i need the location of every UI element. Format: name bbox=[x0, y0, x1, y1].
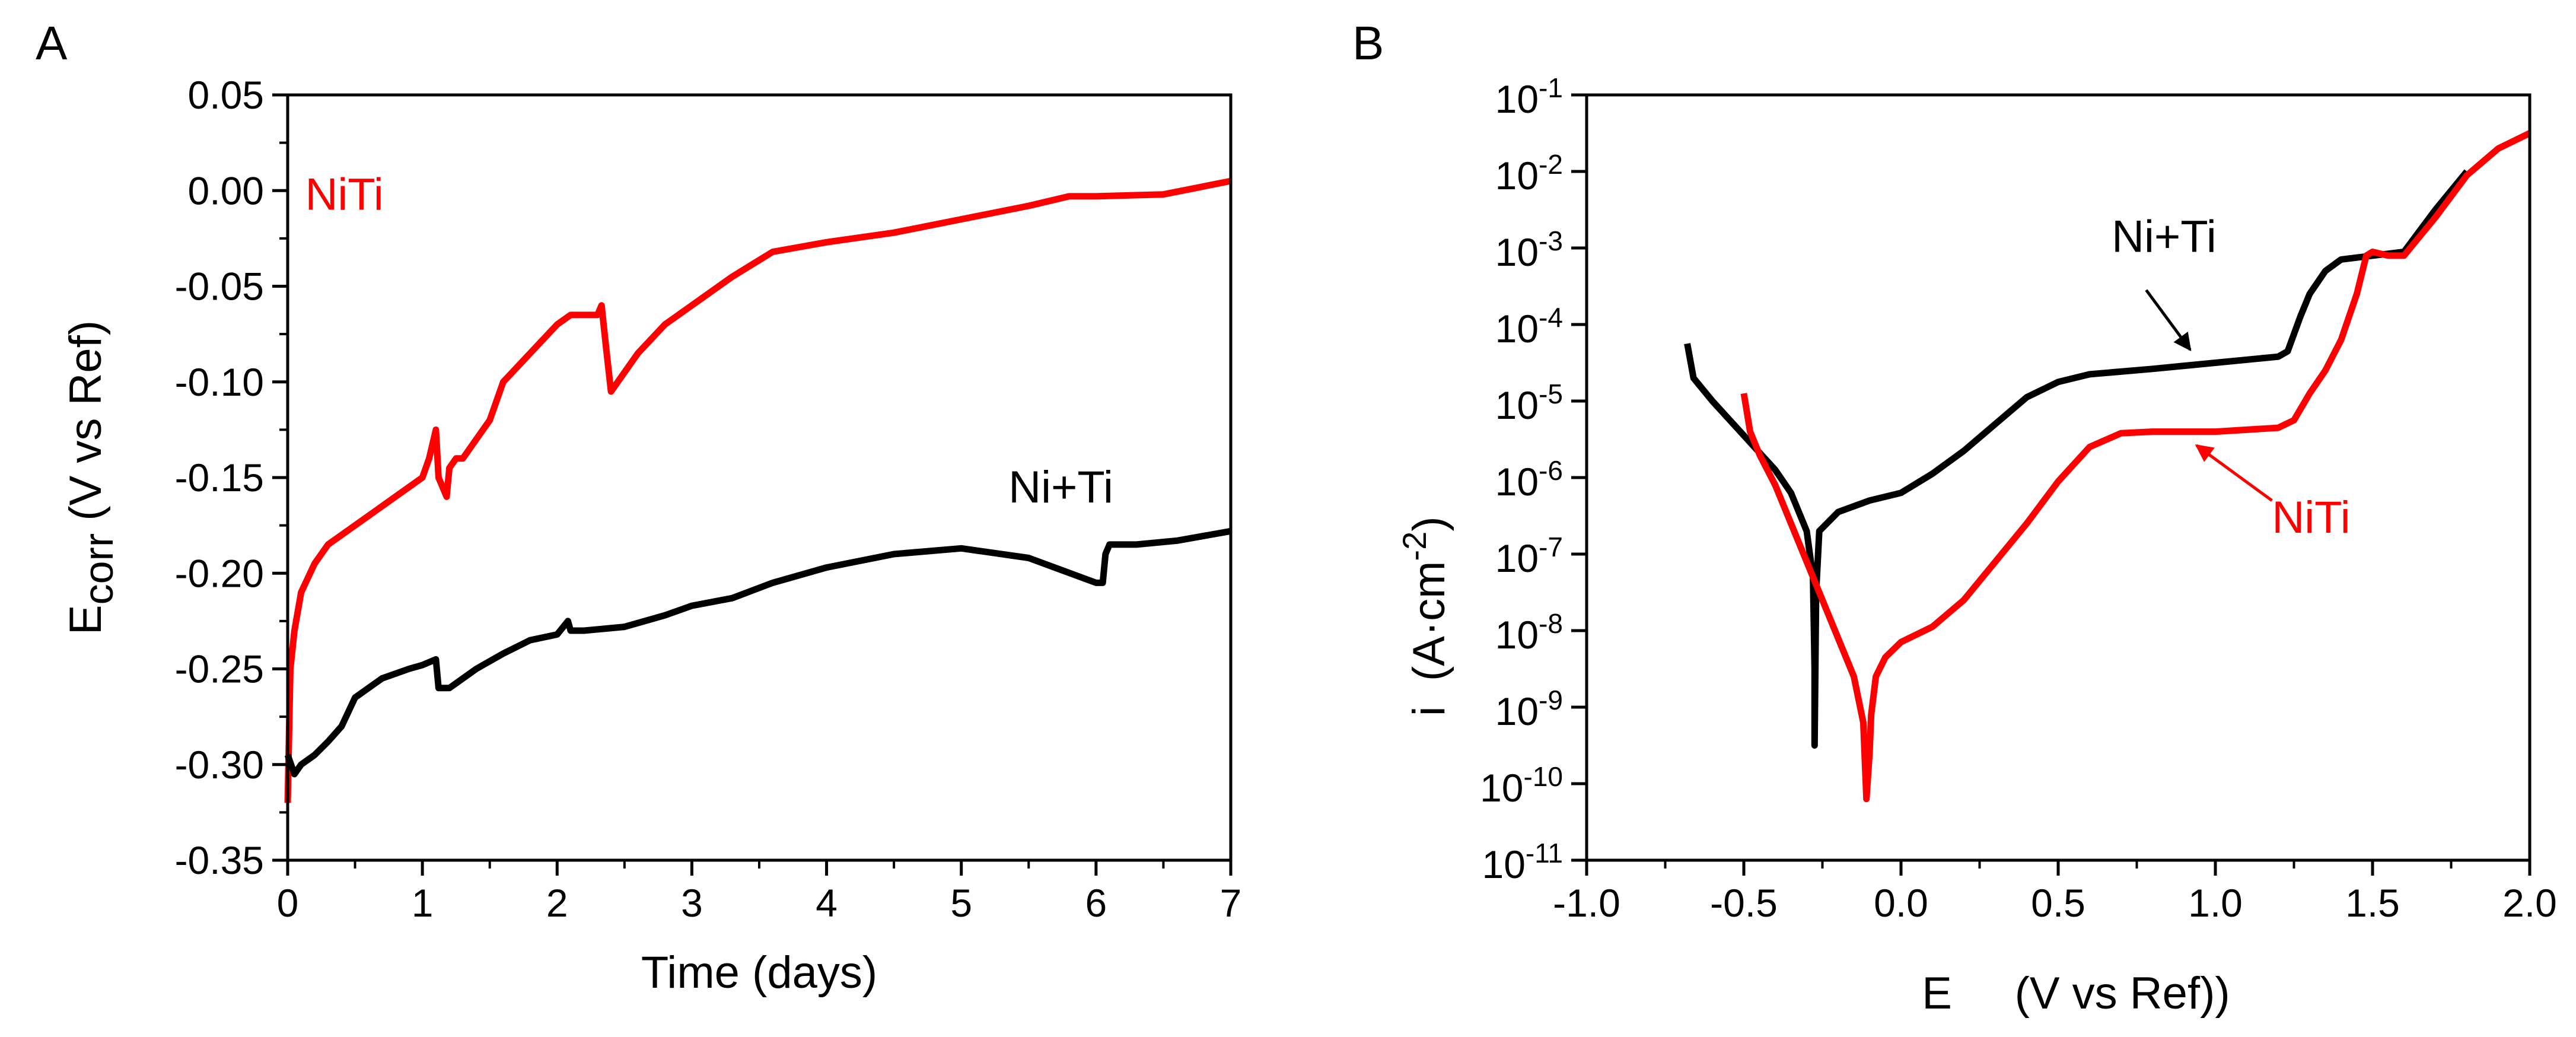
x-tick-label-b: 1.0 bbox=[2188, 881, 2243, 925]
y-tick-label-b: 10-1 bbox=[1495, 72, 1563, 121]
x-tick-label-b: 1.5 bbox=[2345, 881, 2400, 925]
y-axis-title-a-rest: (V vs Ref) bbox=[61, 320, 111, 533]
x-tick-label-a: 2 bbox=[546, 881, 568, 925]
y-tick-label-b: 10-7 bbox=[1495, 532, 1563, 580]
y-tick-label-a: -0.20 bbox=[175, 551, 264, 595]
annotation-arrow-b bbox=[2195, 444, 2273, 502]
y-tick-label-a: -0.10 bbox=[175, 360, 264, 404]
y-tick-label-a: 0.05 bbox=[188, 73, 264, 117]
y-tick-label-b: 10-5 bbox=[1495, 378, 1563, 427]
y-axis-title-b-main: i (A·cm bbox=[1404, 561, 1454, 717]
y-tick-label-b: 10-9 bbox=[1495, 685, 1563, 733]
y-axis-title-a-sub: corr bbox=[75, 533, 122, 605]
x-tick-label-a: 7 bbox=[1220, 881, 1242, 925]
x-tick-label-b: 0.0 bbox=[1874, 881, 1928, 925]
ticks-layer-b: -1.0 -0.5 0.0 0.5 1.0 1.5 2.0 10-11 10-10 10-9 10-… bbox=[1480, 72, 2557, 925]
annotation-ni-ti-b: Ni+Ti bbox=[2112, 211, 2217, 262]
chart-panel-b: -1.0 -0.5 0.0 0.5 1.0 1.5 2.0 10-11 10-10 10-9 10-… bbox=[1396, 72, 2557, 1019]
annotation-niti-b: NiTi bbox=[2272, 492, 2350, 543]
x-tick-label-a: 3 bbox=[681, 881, 703, 925]
y-tick-label-a: -0.05 bbox=[175, 265, 264, 308]
y-tick-label-a: -0.15 bbox=[175, 456, 264, 500]
x-tick-label-a: 4 bbox=[816, 881, 838, 925]
y-tick-label-a: -0.35 bbox=[175, 838, 264, 882]
x-axis-title-b: E (V vs Ref)) bbox=[1922, 968, 2230, 1019]
annotation-arrow-b bbox=[2145, 289, 2192, 351]
y-axis-title-a: Ecorr (V vs Ref) bbox=[61, 320, 122, 635]
series-line-niti-a bbox=[284, 177, 1232, 803]
x-tick-label-b: -0.5 bbox=[1710, 881, 1778, 925]
x-tick-label-a: 1 bbox=[412, 881, 434, 925]
y-axis-title-b: i (A·cm-2) bbox=[1396, 454, 1455, 804]
panel-letter-a: A bbox=[36, 17, 68, 69]
series-layer-b bbox=[1684, 130, 2532, 803]
y-tick-label-b: 10-4 bbox=[1495, 302, 1563, 351]
series-layer-a bbox=[284, 177, 1232, 803]
x-tick-label-b: 2.0 bbox=[2502, 881, 2557, 925]
y-axis-title-b-sup: -2 bbox=[1396, 532, 1433, 561]
ticks-layer-a: 0 1 2 3 4 5 6 7 -0.35 -0.30 -0.25 -0.20 -0.15 -0.10 -0… bbox=[175, 73, 1242, 925]
y-tick-label-a: 0.00 bbox=[188, 168, 264, 212]
y-tick-label-a: -0.25 bbox=[175, 647, 264, 691]
series-line-ni-ti-b bbox=[1684, 169, 2470, 749]
x-axis-title-a: Time (days) bbox=[641, 947, 877, 998]
y-axis-title-a-main: E bbox=[61, 605, 111, 635]
x-tick-label-b: -1.0 bbox=[1553, 881, 1620, 925]
y-tick-label-b: 10-3 bbox=[1495, 225, 1563, 274]
y-tick-label-a: -0.30 bbox=[175, 743, 264, 787]
panel-letter-b: B bbox=[1352, 17, 1384, 69]
x-tick-label-b: 0.5 bbox=[2031, 881, 2085, 925]
annotations-layer-b: Ni+Ti NiTi bbox=[2112, 211, 2351, 542]
y-tick-label-b: 10-11 bbox=[1482, 838, 1564, 886]
y-tick-label-b: 10-2 bbox=[1495, 149, 1563, 198]
y-tick-label-b: 10-6 bbox=[1495, 455, 1563, 504]
y-tick-label-b: 10-8 bbox=[1495, 608, 1563, 657]
chart-panel-a: 0 1 2 3 4 5 6 7 -0.35 -0.30 -0.25 -0.20 -0.15 -0.10 -0… bbox=[61, 73, 1241, 998]
series-line-niti-b bbox=[1740, 130, 2532, 803]
annotation-niti-a: NiTi bbox=[305, 170, 384, 220]
x-tick-label-a: 5 bbox=[950, 881, 972, 925]
annotations-layer-a: NiTi Ni+Ti bbox=[305, 170, 1113, 513]
annotation-ni-ti-a: Ni+Ti bbox=[1008, 462, 1113, 513]
y-tick-label-b: 10-10 bbox=[1480, 761, 1563, 810]
x-tick-label-a: 0 bbox=[277, 881, 299, 925]
series-line-ni-ti-a bbox=[284, 527, 1231, 778]
x-tick-label-a: 6 bbox=[1085, 881, 1107, 925]
y-axis-title-b-close: ) bbox=[1404, 516, 1454, 531]
